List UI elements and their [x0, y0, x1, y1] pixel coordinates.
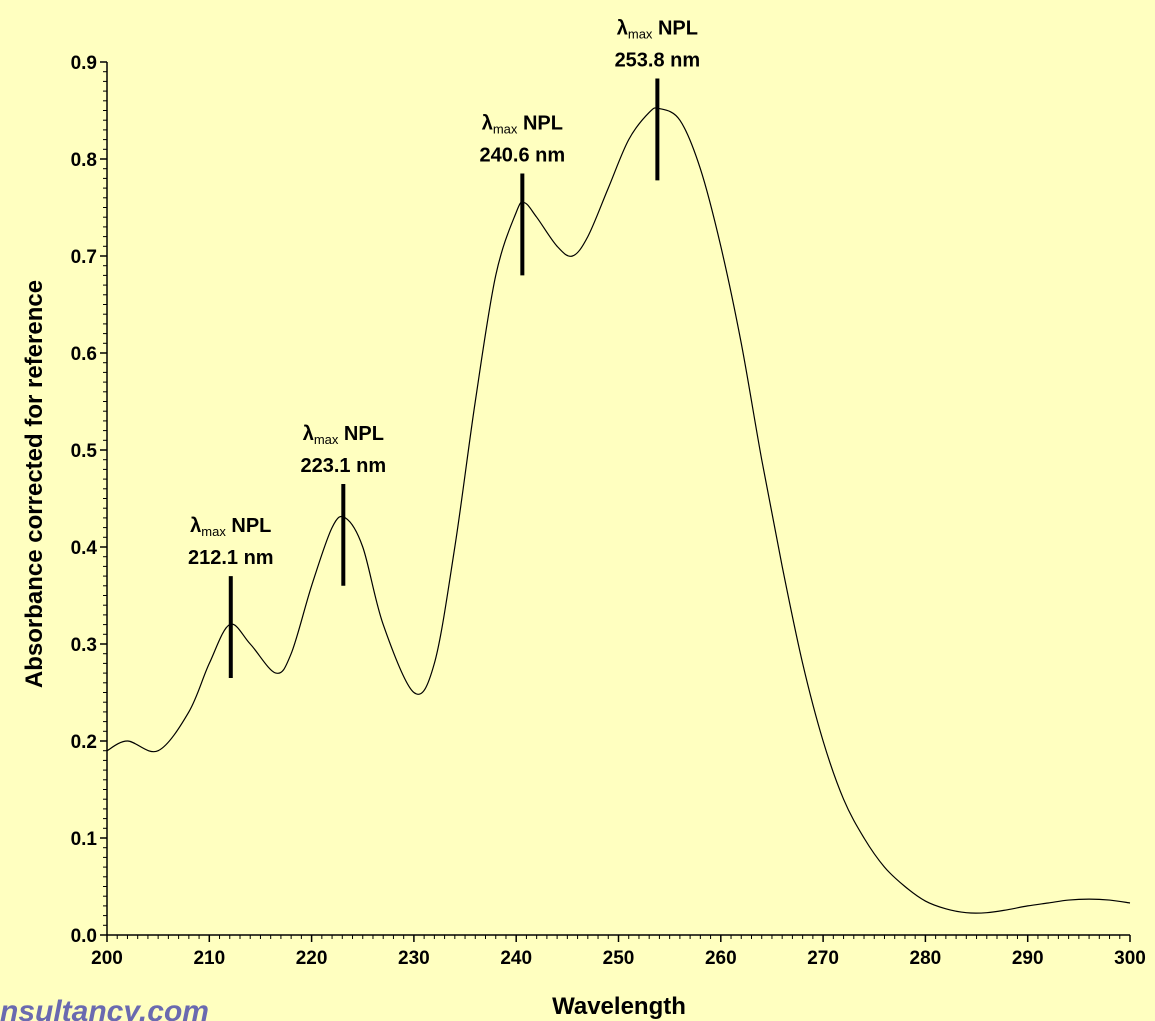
y-tick-label: 0.4 — [71, 538, 98, 559]
y-tick-label: 0.6 — [71, 344, 97, 365]
x-tick-label: 300 — [1114, 948, 1146, 969]
y-tick-label: 0.7 — [71, 247, 97, 268]
y-tick-label: 0.5 — [71, 441, 98, 462]
y-tick-label: 0.2 — [71, 732, 97, 753]
y-tick-label: 0.1 — [71, 829, 98, 850]
peak-label-value: 240.6 nm — [480, 145, 566, 167]
plot-area — [106, 107, 1131, 914]
peak-label-name: λmax NPL — [190, 515, 271, 539]
x-axis-title: Wavelength — [552, 993, 686, 1020]
peak-label-name: λmax NPL — [482, 113, 563, 137]
annotations: λmax NPL 212.1 nm λmax NPL 223.1 nm λmax NPL… — [188, 17, 701, 678]
y-tick-label: 0.8 — [71, 150, 97, 171]
peak-label-name: λmax NPL — [303, 423, 384, 447]
x-tick-label: 230 — [398, 948, 430, 969]
x-tick-label: 200 — [91, 948, 123, 969]
ticks: 200 210 220 230 240 250 260 270 280 290 300 0.0 0.1 0… — [71, 53, 1146, 969]
x-tick-label: 220 — [296, 948, 328, 969]
peak-label-value: 253.8 nm — [615, 49, 701, 71]
x-tick-label: 270 — [807, 948, 839, 969]
y-tick-label: 0.0 — [71, 926, 97, 947]
y-tick-label: 0.9 — [71, 53, 97, 74]
absorbance-series-line — [106, 107, 1131, 914]
x-tick-label: 290 — [1012, 948, 1044, 969]
x-tick-label: 250 — [603, 948, 635, 969]
watermark-text: nsultancy.com — [0, 995, 209, 1021]
peak-label-name: λmax NPL — [617, 17, 698, 41]
y-tick-label: 0.3 — [71, 635, 97, 656]
peak-label-value: 212.1 nm — [188, 547, 274, 569]
x-tick-label: 280 — [910, 948, 942, 969]
peak-label-value: 223.1 nm — [301, 455, 387, 477]
y-axis-title: Absorbance corrected for reference — [21, 280, 48, 688]
x-tick-label: 240 — [500, 948, 532, 969]
axes — [106, 62, 1130, 936]
x-tick-label: 210 — [193, 948, 225, 969]
x-tick-label: 260 — [705, 948, 737, 969]
